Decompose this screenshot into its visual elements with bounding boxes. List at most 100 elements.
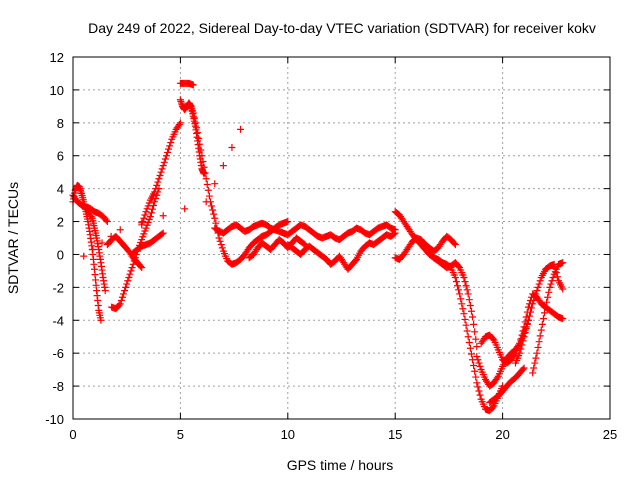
data-point — [475, 359, 483, 367]
data-point — [126, 270, 134, 278]
data-point — [118, 293, 126, 301]
data-point — [461, 278, 469, 286]
data-point — [536, 277, 544, 285]
data-point — [510, 351, 518, 359]
data-point — [463, 327, 471, 335]
data-point — [190, 114, 198, 122]
data-point — [464, 290, 472, 298]
data-point — [121, 287, 129, 295]
data-point — [470, 362, 478, 370]
data-point — [460, 273, 468, 281]
data-point — [457, 295, 465, 303]
data-point — [536, 332, 544, 340]
data-point — [117, 297, 125, 305]
data-point — [162, 152, 170, 160]
data-point — [103, 218, 111, 226]
data-point — [141, 211, 149, 219]
data-point — [123, 280, 131, 288]
y-tick-label: 10 — [50, 83, 64, 98]
data-point — [159, 212, 167, 220]
data-point — [540, 309, 548, 317]
data-point — [529, 369, 537, 377]
data-point — [189, 109, 197, 117]
data-point — [469, 313, 477, 321]
series-arc-15 — [391, 232, 459, 263]
series-arc-21 — [529, 259, 567, 377]
data-point — [159, 162, 167, 170]
data-point — [147, 209, 155, 217]
data-point — [452, 278, 460, 286]
series-arc-1 — [69, 181, 105, 324]
data-point — [559, 285, 567, 293]
data-point — [474, 383, 482, 391]
data-point — [107, 232, 115, 240]
data-point — [538, 320, 546, 328]
data-point — [464, 333, 472, 341]
data-point — [493, 374, 501, 382]
y-tick-label: 4 — [57, 182, 64, 197]
x-tick-label: 25 — [603, 427, 617, 442]
data-point — [472, 335, 480, 343]
data-point — [116, 226, 124, 234]
data-point — [489, 403, 497, 411]
data-point — [471, 367, 479, 375]
series-arc-13 — [245, 234, 309, 262]
data-point — [202, 175, 210, 183]
data-point — [391, 229, 399, 237]
y-tick-label: -6 — [52, 346, 64, 361]
data-point — [165, 145, 173, 153]
data-point — [472, 373, 480, 381]
data-point — [127, 267, 135, 275]
data-point — [301, 241, 309, 249]
data-point — [463, 286, 471, 294]
y-tick-label: 12 — [50, 50, 64, 65]
data-point — [543, 298, 551, 306]
data-point — [535, 280, 543, 288]
data-point — [166, 142, 174, 150]
data-point — [521, 329, 529, 337]
data-point — [542, 303, 550, 311]
data-point — [191, 119, 199, 127]
data-point — [199, 157, 207, 165]
data-point — [473, 352, 481, 360]
data-point — [522, 325, 530, 332]
data-point — [559, 315, 567, 323]
series-arc-19 — [486, 364, 528, 407]
data-points — [69, 79, 567, 415]
data-point — [466, 301, 474, 309]
data-point — [544, 293, 552, 301]
data-point — [157, 168, 165, 176]
data-point — [455, 262, 463, 270]
data-point — [532, 290, 540, 298]
data-point — [559, 259, 567, 267]
data-point — [129, 260, 137, 268]
series-arc-11 — [211, 219, 399, 244]
data-point — [151, 188, 159, 196]
data-point — [116, 300, 124, 308]
data-point — [101, 287, 109, 295]
data-point — [155, 175, 163, 183]
series-arc-6 — [138, 119, 184, 229]
data-point — [460, 310, 468, 318]
data-point — [548, 277, 556, 285]
data-point — [201, 169, 209, 177]
data-point — [124, 277, 132, 285]
data-point — [131, 254, 139, 262]
y-tick-label: -2 — [52, 280, 64, 295]
data-point — [300, 240, 308, 248]
data-point — [204, 186, 212, 194]
data-point — [475, 387, 483, 395]
data-point — [456, 290, 464, 298]
data-point — [228, 144, 236, 151]
data-point — [451, 273, 459, 281]
data-point — [547, 280, 555, 288]
data-point — [130, 257, 138, 265]
data-point — [471, 328, 479, 336]
data-point — [467, 307, 475, 315]
data-point — [128, 264, 136, 272]
data-point — [519, 365, 527, 373]
data-point — [537, 326, 545, 334]
data-point — [517, 345, 525, 353]
data-point — [530, 297, 538, 305]
